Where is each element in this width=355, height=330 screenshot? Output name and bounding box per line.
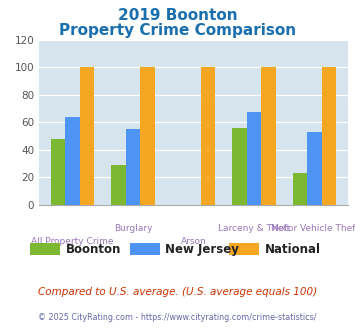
Bar <box>307 132 322 205</box>
Text: Burglary: Burglary <box>114 224 152 233</box>
Bar <box>140 67 155 205</box>
Text: Property Crime Comparison: Property Crime Comparison <box>59 23 296 38</box>
Text: All Property Crime: All Property Crime <box>31 237 114 246</box>
Bar <box>126 129 140 205</box>
Bar <box>232 128 247 205</box>
Text: Motor Vehicle Theft: Motor Vehicle Theft <box>271 224 355 233</box>
Bar <box>293 173 307 205</box>
Bar <box>65 116 80 205</box>
Bar <box>80 67 94 205</box>
Bar <box>111 165 126 205</box>
Bar <box>322 67 337 205</box>
Text: © 2025 CityRating.com - https://www.cityrating.com/crime-statistics/: © 2025 CityRating.com - https://www.city… <box>38 313 317 322</box>
Text: Arson: Arson <box>181 237 206 246</box>
Bar <box>261 67 276 205</box>
Text: New Jersey: New Jersey <box>165 243 239 256</box>
Bar <box>50 139 65 205</box>
Bar <box>247 113 261 205</box>
Text: 2019 Boonton: 2019 Boonton <box>118 8 237 23</box>
Bar <box>201 67 215 205</box>
Text: Larceny & Theft: Larceny & Theft <box>218 224 290 233</box>
Text: Compared to U.S. average. (U.S. average equals 100): Compared to U.S. average. (U.S. average … <box>38 287 317 297</box>
Text: Boonton: Boonton <box>66 243 121 256</box>
Text: National: National <box>264 243 321 256</box>
